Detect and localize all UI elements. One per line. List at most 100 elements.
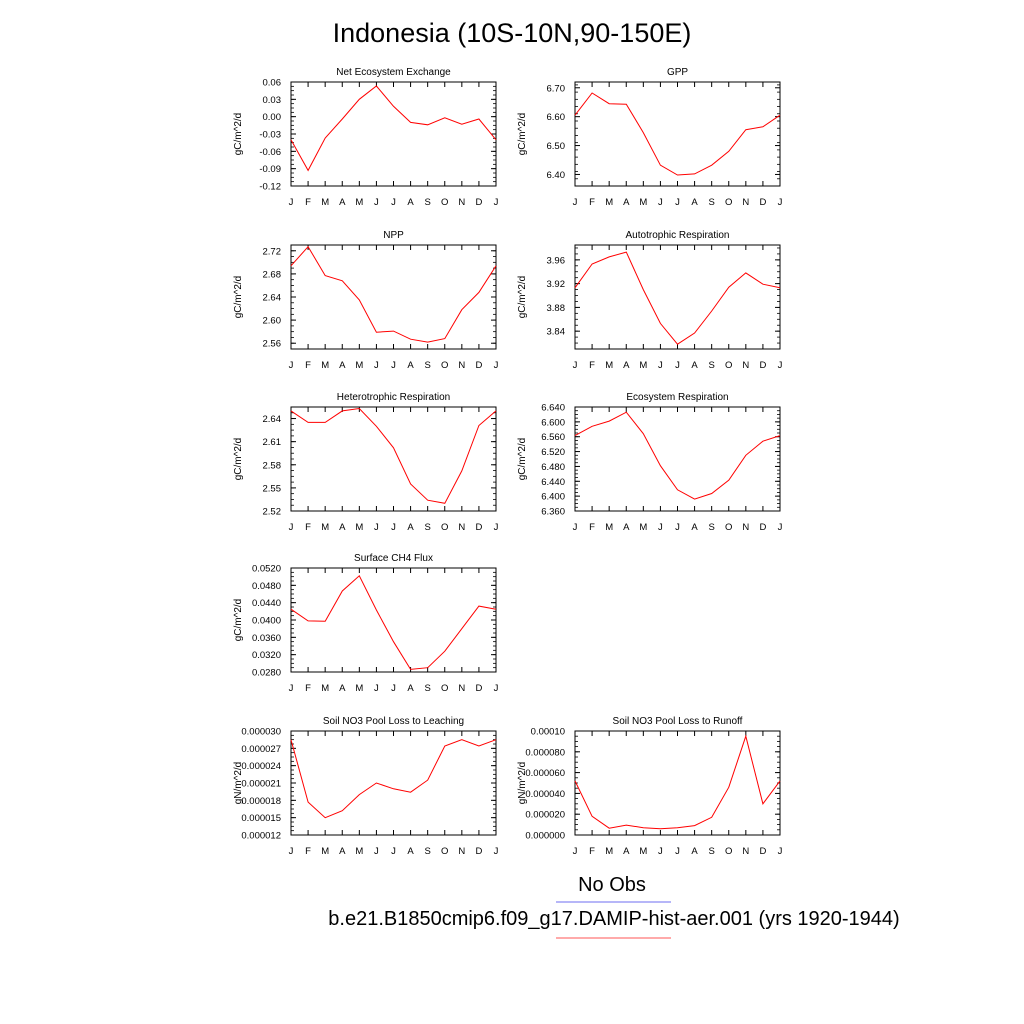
y-tick-label: 2.58 bbox=[263, 460, 282, 471]
panel-title: Soil NO3 Pool Loss to Leaching bbox=[323, 716, 464, 727]
y-tick-label: 0.0520 bbox=[252, 564, 281, 575]
x-tick-label: O bbox=[725, 846, 732, 857]
x-tick-label: M bbox=[355, 360, 363, 371]
legend: No Obs b.e21.B1850cmip6.f09_g17.DAMIP-hi… bbox=[328, 874, 900, 939]
x-tick-label: N bbox=[742, 360, 749, 371]
x-tick-label: M bbox=[355, 197, 363, 208]
x-tick-label: N bbox=[458, 197, 465, 208]
x-tick-label: J bbox=[391, 360, 396, 371]
x-tick-label: M bbox=[321, 360, 329, 371]
x-tick-label: A bbox=[691, 197, 698, 208]
x-tick-label: F bbox=[589, 846, 595, 857]
y-tick-label: -0.06 bbox=[259, 147, 281, 158]
legend-label-model: b.e21.B1850cmip6.f09_g17.DAMIP-hist-aer.… bbox=[328, 908, 899, 930]
x-tick-label: N bbox=[458, 846, 465, 857]
x-tick-label: M bbox=[321, 683, 329, 694]
y-tick-label: 0.000030 bbox=[241, 727, 281, 738]
x-tick-label: M bbox=[605, 522, 613, 533]
panel-title: Soil NO3 Pool Loss to Runoff bbox=[613, 716, 743, 727]
x-tick-label: M bbox=[605, 360, 613, 371]
x-tick-label: J bbox=[391, 197, 396, 208]
x-tick-label: F bbox=[305, 197, 311, 208]
panel-title: NPP bbox=[383, 230, 404, 241]
y-tick-label: 2.52 bbox=[263, 507, 282, 518]
x-tick-label: N bbox=[458, 683, 465, 694]
x-tick-label: J bbox=[778, 846, 783, 857]
x-tick-label: O bbox=[441, 197, 448, 208]
x-tick-label: D bbox=[759, 846, 766, 857]
y-tick-label: 0.000020 bbox=[525, 810, 565, 821]
x-tick-label: A bbox=[623, 522, 630, 533]
y-tick-label: 0.000060 bbox=[525, 768, 565, 779]
y-tick-label: 2.64 bbox=[263, 414, 282, 425]
x-tick-label: A bbox=[623, 846, 630, 857]
x-tick-label: J bbox=[675, 197, 680, 208]
series-line bbox=[574, 251, 781, 345]
x-tick-label: J bbox=[573, 197, 578, 208]
x-tick-label: S bbox=[424, 683, 430, 694]
x-tick-label: N bbox=[742, 197, 749, 208]
y-tick-label: 6.520 bbox=[541, 447, 565, 458]
x-tick-label: J bbox=[374, 846, 379, 857]
y-axis-label: gC/m^2/d bbox=[517, 438, 528, 481]
x-tick-label: A bbox=[691, 846, 698, 857]
x-tick-label: F bbox=[589, 522, 595, 533]
y-tick-label: 6.480 bbox=[541, 462, 565, 473]
plot-frame bbox=[574, 730, 781, 836]
x-tick-label: J bbox=[778, 197, 783, 208]
x-tick-label: J bbox=[289, 360, 294, 371]
x-tick-label: O bbox=[725, 360, 732, 371]
x-tick-label: A bbox=[339, 197, 346, 208]
x-tick-label: F bbox=[305, 683, 311, 694]
x-tick-label: J bbox=[778, 360, 783, 371]
y-tick-label: 0.000024 bbox=[241, 761, 281, 772]
x-tick-label: S bbox=[708, 197, 714, 208]
y-tick-label: 0.00010 bbox=[531, 727, 565, 738]
y-axis-label: gC/m^2/d bbox=[233, 113, 244, 156]
x-tick-label: A bbox=[691, 360, 698, 371]
x-tick-label: A bbox=[407, 683, 414, 694]
y-tick-label: -0.12 bbox=[259, 182, 281, 193]
y-tick-label: 0.000021 bbox=[241, 779, 281, 790]
x-tick-label: J bbox=[374, 683, 379, 694]
x-tick-label: N bbox=[742, 522, 749, 533]
series-line bbox=[574, 92, 781, 176]
x-tick-label: A bbox=[339, 522, 346, 533]
x-tick-label: J bbox=[289, 522, 294, 533]
y-tick-label: 6.640 bbox=[541, 403, 565, 414]
x-tick-label: J bbox=[778, 522, 783, 533]
y-tick-label: 2.72 bbox=[263, 246, 282, 257]
series-line bbox=[290, 85, 497, 172]
y-tick-label: 0.0480 bbox=[252, 581, 281, 592]
x-tick-label: S bbox=[708, 522, 714, 533]
x-tick-label: J bbox=[374, 197, 379, 208]
x-tick-label: A bbox=[691, 522, 698, 533]
x-tick-label: J bbox=[374, 360, 379, 371]
x-tick-label: J bbox=[391, 683, 396, 694]
x-tick-label: F bbox=[305, 522, 311, 533]
y-axis-label: gC/m^2/d bbox=[517, 276, 528, 319]
x-tick-label: O bbox=[441, 846, 448, 857]
x-tick-label: J bbox=[658, 846, 663, 857]
x-tick-label: J bbox=[573, 360, 578, 371]
x-tick-label: J bbox=[289, 846, 294, 857]
x-tick-label: M bbox=[321, 522, 329, 533]
panel-title: Ecosystem Respiration bbox=[626, 392, 728, 403]
y-tick-label: 6.70 bbox=[547, 83, 566, 94]
x-tick-label: S bbox=[424, 846, 430, 857]
y-tick-label: 2.61 bbox=[263, 437, 282, 448]
y-tick-label: 2.68 bbox=[263, 269, 282, 280]
x-tick-label: A bbox=[407, 360, 414, 371]
x-tick-label: J bbox=[494, 197, 499, 208]
x-tick-label: J bbox=[494, 522, 499, 533]
y-tick-label: 0.000018 bbox=[241, 796, 281, 807]
y-tick-label: -0.09 bbox=[259, 164, 281, 175]
y-axis-label: gC/m^2/d bbox=[233, 599, 244, 642]
x-tick-label: D bbox=[759, 360, 766, 371]
x-tick-label: J bbox=[675, 522, 680, 533]
